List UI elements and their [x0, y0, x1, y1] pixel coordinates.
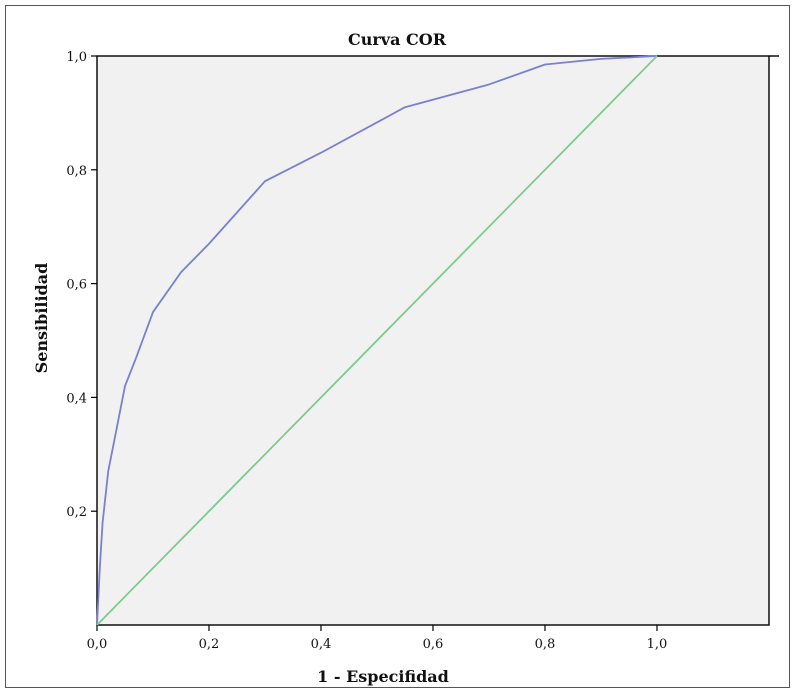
y-tick-label: 0,8 — [66, 164, 87, 179]
chart-title: Curva COR — [348, 30, 447, 49]
y-tick-label: 1,0 — [66, 50, 87, 65]
series-layer — [96, 55, 658, 626]
y-tick-label: 0,6 — [66, 278, 87, 293]
plot-area — [96, 55, 770, 626]
reference-diagonal-line — [96, 55, 658, 626]
axis-layer: 0,0 0,2 0,4 0,6 0,8 1,0 0,2 0,4 0,6 0,8 1,0 — [66, 50, 667, 652]
y-tick-label: 0,2 — [66, 505, 87, 520]
x-tick-label: 0,4 — [311, 637, 332, 652]
x-tick-label: 0,6 — [423, 637, 444, 652]
y-tick-label: 0,4 — [66, 391, 87, 406]
x-tick-label: 1,0 — [647, 637, 668, 652]
x-tick-label: 0,8 — [535, 637, 556, 652]
x-tick-label: 0,0 — [87, 637, 108, 652]
x-tick-label: 0,2 — [199, 637, 220, 652]
x-axis-label: 1 - Especifidad — [317, 667, 449, 686]
y-axis-label: Sensibilidad — [32, 263, 51, 374]
roc-curve-line — [96, 55, 658, 626]
